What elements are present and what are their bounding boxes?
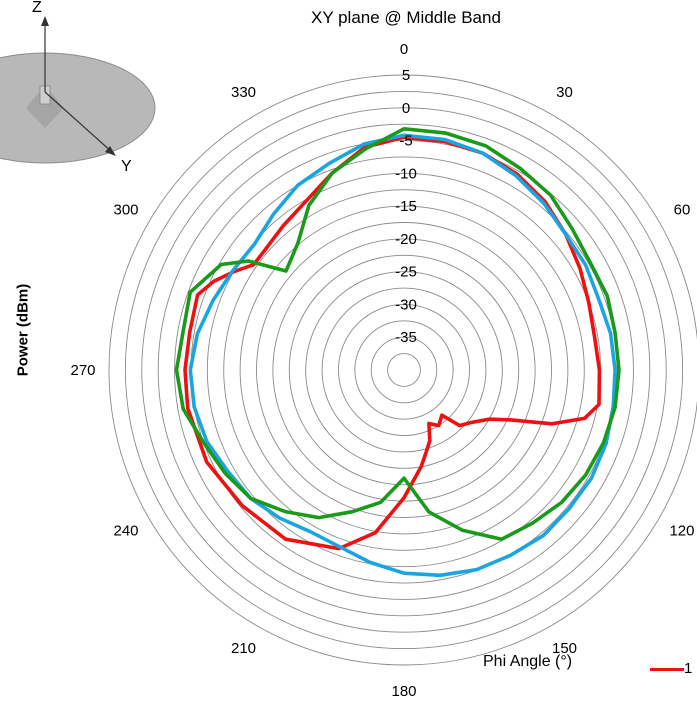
angle-tick-150: 150	[552, 640, 577, 657]
chart-title: XY plane @ Middle Band	[311, 8, 501, 27]
grid-circle	[239, 205, 569, 535]
series-layer	[174, 127, 621, 578]
grid-circle	[370, 336, 438, 404]
grid-circle	[305, 271, 503, 469]
angle-tick-330: 330	[231, 84, 256, 101]
grid-circle	[321, 287, 487, 453]
angle-tick-240: 240	[113, 523, 138, 540]
antenna-orientation-icon: Z Y	[0, 0, 156, 175]
angle-tick-60: 60	[674, 202, 691, 219]
angle-tick-180: 180	[391, 683, 416, 700]
grid-circle	[141, 107, 667, 633]
y-axis-icon-label: Y	[121, 158, 132, 175]
angle-tick-300: 300	[113, 202, 138, 219]
angle-tick-0: 0	[400, 41, 408, 58]
x-axis-label: Phi Angle (°)	[483, 653, 573, 670]
legend-label: 1	[684, 660, 693, 677]
z-axis-label: Z	[32, 0, 42, 16]
radial-tick-5: 5	[402, 67, 410, 84]
legend-swatch	[650, 667, 684, 671]
grid-circle	[223, 189, 585, 551]
series-line-2	[188, 133, 617, 578]
radial-tick--35: -35	[395, 329, 417, 346]
angle-tick-120: 120	[669, 523, 694, 540]
radial-tick-0: 0	[402, 100, 410, 117]
angle-tick-210: 210	[231, 640, 256, 657]
radial-tick--25: -25	[395, 264, 417, 281]
radial-tick--15: -15	[395, 198, 417, 215]
grid-circle	[157, 123, 651, 617]
grid-circle	[354, 320, 454, 420]
grid-circle	[272, 238, 536, 502]
series-line-1	[183, 135, 602, 551]
angle-tick-270: 270	[70, 362, 95, 379]
radial-tick--5: -5	[399, 133, 412, 150]
grid-circle	[337, 303, 471, 437]
grid-circle	[256, 222, 552, 518]
polar-grid	[108, 74, 697, 666]
radial-tick--30: -30	[395, 296, 417, 313]
radial-tick--10: -10	[395, 165, 417, 182]
grid-circle	[387, 353, 421, 387]
radial-tick--20: -20	[395, 231, 417, 248]
grid-circle	[288, 254, 520, 486]
grid-circle	[174, 140, 634, 600]
tick-labels: 030609012015018021024027030033050-5-10-1…	[70, 41, 694, 700]
grid-circle	[124, 90, 684, 650]
legend: 1	[650, 660, 692, 677]
angle-tick-30: 30	[556, 84, 573, 101]
grid-circle	[108, 74, 697, 666]
series-line-3	[174, 127, 621, 541]
